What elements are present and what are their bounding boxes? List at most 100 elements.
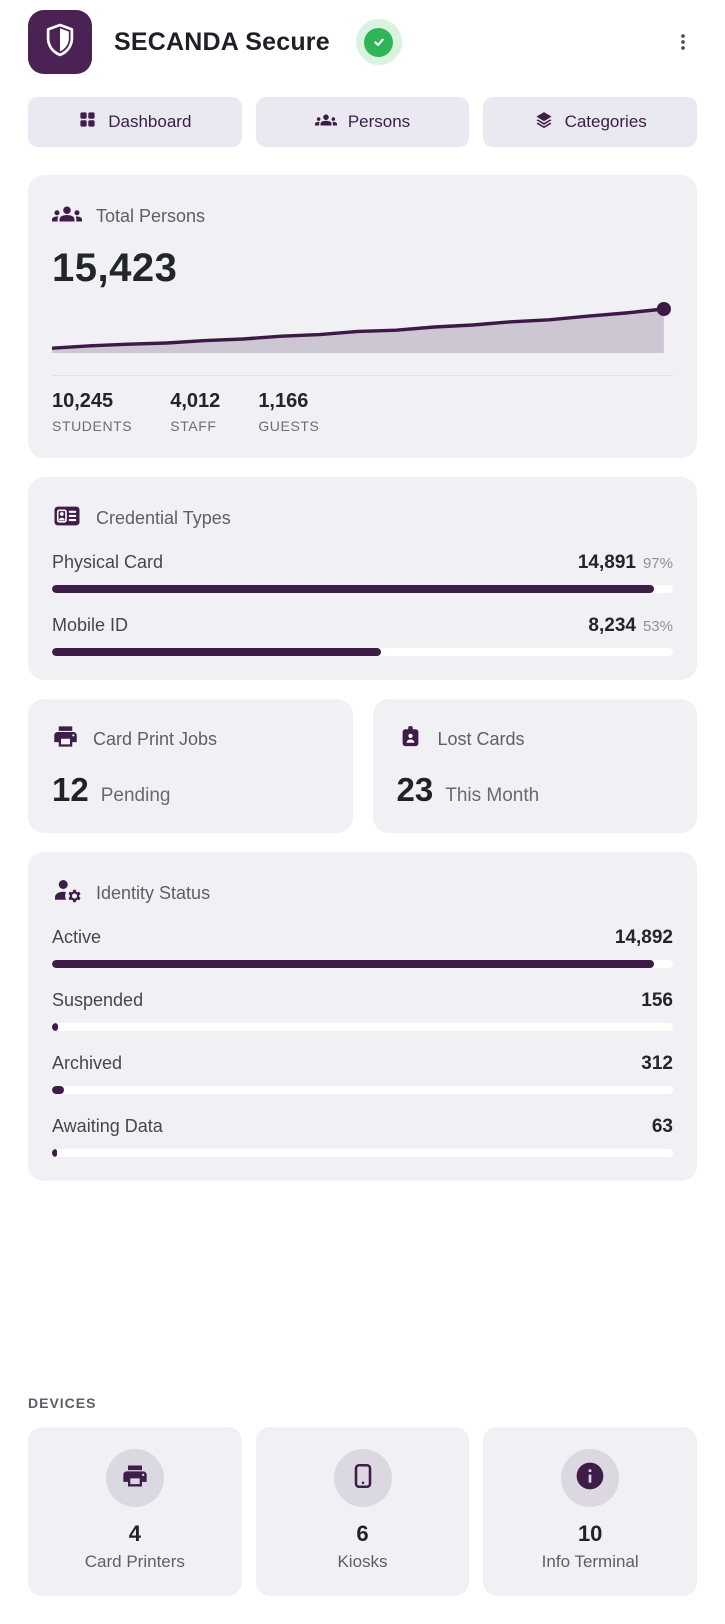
check-circle-icon (364, 27, 394, 57)
stat-label: STAFF (170, 418, 217, 434)
credential-row-physical-card: Physical Card 14,891 97% (52, 552, 673, 593)
card-print-jobs: Card Print Jobs 12 Pending (28, 699, 353, 833)
card-title: Credential Types (96, 508, 231, 528)
row-value: 156 (641, 990, 673, 1011)
row-label: Active (52, 927, 102, 947)
row-value: 8,234 (588, 615, 636, 636)
device-label: Info Terminal (541, 1552, 639, 1571)
device-label: Kiosks (337, 1552, 388, 1571)
row-label: Physical Card (52, 552, 164, 572)
metric-value: 23 (396, 771, 434, 808)
card-title: Identity Status (96, 883, 211, 903)
device-count: 10 (577, 1521, 603, 1546)
status-ok-badge (355, 19, 402, 65)
progress-track (52, 960, 673, 968)
divider (52, 375, 673, 376)
status-row-archived: Archived 312 (52, 1053, 673, 1094)
row-value: 63 (651, 1116, 673, 1137)
metric-caption: Pending (100, 785, 171, 806)
device-card-printers: 4 Card Printers (28, 1427, 242, 1596)
status-row-suspended: Suspended 156 (52, 990, 673, 1031)
progress-track (52, 585, 673, 593)
metric-value: 12 (52, 771, 89, 808)
card-title: Total Persons (96, 206, 206, 226)
tab-label: Dashboard (108, 112, 192, 131)
people-icon (52, 199, 82, 234)
shield-icon (41, 21, 79, 64)
progress-fill (52, 648, 382, 656)
progress-fill (52, 1149, 57, 1157)
stat-value: 4,012 (170, 390, 221, 412)
progress-track (52, 1086, 673, 1094)
empty-space (28, 1181, 697, 1369)
row-value: 14,892 (614, 927, 673, 948)
device-label: Card Printers (84, 1552, 185, 1571)
progress-track (52, 1023, 673, 1031)
card-credential-types: Credential Types Physical Card 14,891 97… (28, 477, 697, 680)
info-icon (574, 1460, 606, 1497)
tab-label: Categories (564, 112, 647, 131)
sparkline-line (52, 307, 666, 350)
sparkline-dot (656, 302, 671, 316)
row-value: 312 (641, 1053, 673, 1074)
app-logo (28, 10, 92, 74)
device-count: 6 (356, 1521, 369, 1546)
tablet-icon (349, 1462, 377, 1495)
row-label: Mobile ID (52, 615, 129, 635)
devices-section-label: DEVICES (28, 1395, 97, 1411)
stat-label: STUDENTS (52, 418, 133, 434)
row-percent: 97% (642, 555, 673, 572)
progress-fill (52, 1086, 65, 1094)
card-identity-status: Identity Status Active 14,892 Suspended … (28, 852, 697, 1181)
row-label: Suspended (52, 990, 144, 1010)
people-icon (314, 109, 337, 136)
badge-icon (397, 723, 424, 755)
kebab-menu-icon[interactable] (669, 28, 697, 56)
stat-label: GUESTS (258, 418, 320, 434)
layers-icon (534, 110, 554, 135)
progress-fill (52, 960, 655, 968)
tab-persons[interactable]: Persons (255, 97, 470, 147)
stat-guests: 1,166 GUESTS (258, 390, 319, 434)
device-card-kiosks: 6 Kiosks (255, 1427, 470, 1596)
tab-label: Persons (347, 112, 411, 131)
persons-trend-chart (52, 299, 673, 361)
device-icon-circle (333, 1449, 392, 1507)
device-count: 4 (128, 1521, 141, 1546)
progress-track (52, 1149, 673, 1157)
stat-staff: 4,012 STAFF (170, 390, 220, 434)
stat-value: 10,245 (52, 390, 114, 412)
row-label: Awaiting Data (52, 1116, 163, 1136)
printer-icon (52, 723, 79, 755)
stat-students: 10,245 STUDENTS (52, 390, 132, 434)
card-total-persons: Total Persons 15,423 10,245 STUDENTS 4,0… (28, 175, 697, 458)
row-percent: 53% (642, 618, 673, 635)
person-gear-icon (52, 876, 82, 911)
row-value: 14,891 (577, 552, 636, 573)
total-persons-value: 15,423 (52, 246, 178, 290)
stat-value: 1,166 (258, 390, 309, 412)
device-icon-circle (561, 1449, 620, 1507)
id-card-icon (52, 501, 82, 536)
app-header: SECANDA Secure (28, 10, 697, 74)
tab-categories[interactable]: Categories (483, 97, 698, 147)
row-label: Archived (52, 1053, 123, 1073)
credential-row-mobile-id: Mobile ID 8,234 53% (52, 615, 673, 656)
progress-fill (52, 585, 655, 593)
printer-icon (121, 1462, 149, 1495)
device-icon-circle (105, 1449, 164, 1507)
persons-sparkline (52, 302, 671, 353)
card-lost-cards: Lost Cards 23 This Month (372, 699, 697, 833)
progress-fill (52, 1023, 59, 1031)
status-row-active: Active 14,892 (52, 927, 673, 968)
progress-track (52, 648, 673, 656)
nav-tabs: Dashboard Persons Categories (28, 97, 698, 147)
status-row-awaiting-data: Awaiting Data 63 (52, 1116, 673, 1157)
page-title: SECANDA Secure (114, 27, 330, 56)
device-card-info-terminal: 10 Info Terminal (483, 1427, 698, 1596)
grid-icon (78, 110, 97, 134)
metric-caption: This Month (445, 785, 540, 806)
tab-dashboard[interactable]: Dashboard (28, 97, 242, 147)
card-title: Lost Cards (437, 728, 525, 749)
